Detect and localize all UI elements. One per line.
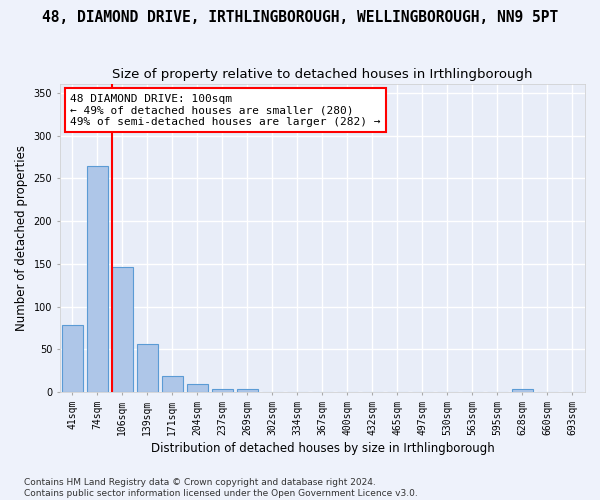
Title: Size of property relative to detached houses in Irthlingborough: Size of property relative to detached ho…: [112, 68, 533, 80]
Bar: [62, 326, 83, 392]
Bar: [237, 388, 258, 392]
Text: Contains HM Land Registry data © Crown copyright and database right 2024.
Contai: Contains HM Land Registry data © Crown c…: [24, 478, 418, 498]
Bar: [112, 266, 133, 392]
Bar: [137, 344, 158, 392]
Bar: [187, 384, 208, 392]
Text: 48 DIAMOND DRIVE: 100sqm
← 49% of detached houses are smaller (280)
49% of semi-: 48 DIAMOND DRIVE: 100sqm ← 49% of detach…: [70, 94, 381, 127]
Y-axis label: Number of detached properties: Number of detached properties: [15, 146, 28, 332]
Text: 48, DIAMOND DRIVE, IRTHLINGBOROUGH, WELLINGBOROUGH, NN9 5PT: 48, DIAMOND DRIVE, IRTHLINGBOROUGH, WELL…: [42, 10, 558, 25]
Bar: [162, 376, 183, 392]
Bar: [87, 166, 108, 392]
Bar: [212, 388, 233, 392]
Bar: [512, 388, 533, 392]
X-axis label: Distribution of detached houses by size in Irthlingborough: Distribution of detached houses by size …: [151, 442, 494, 455]
